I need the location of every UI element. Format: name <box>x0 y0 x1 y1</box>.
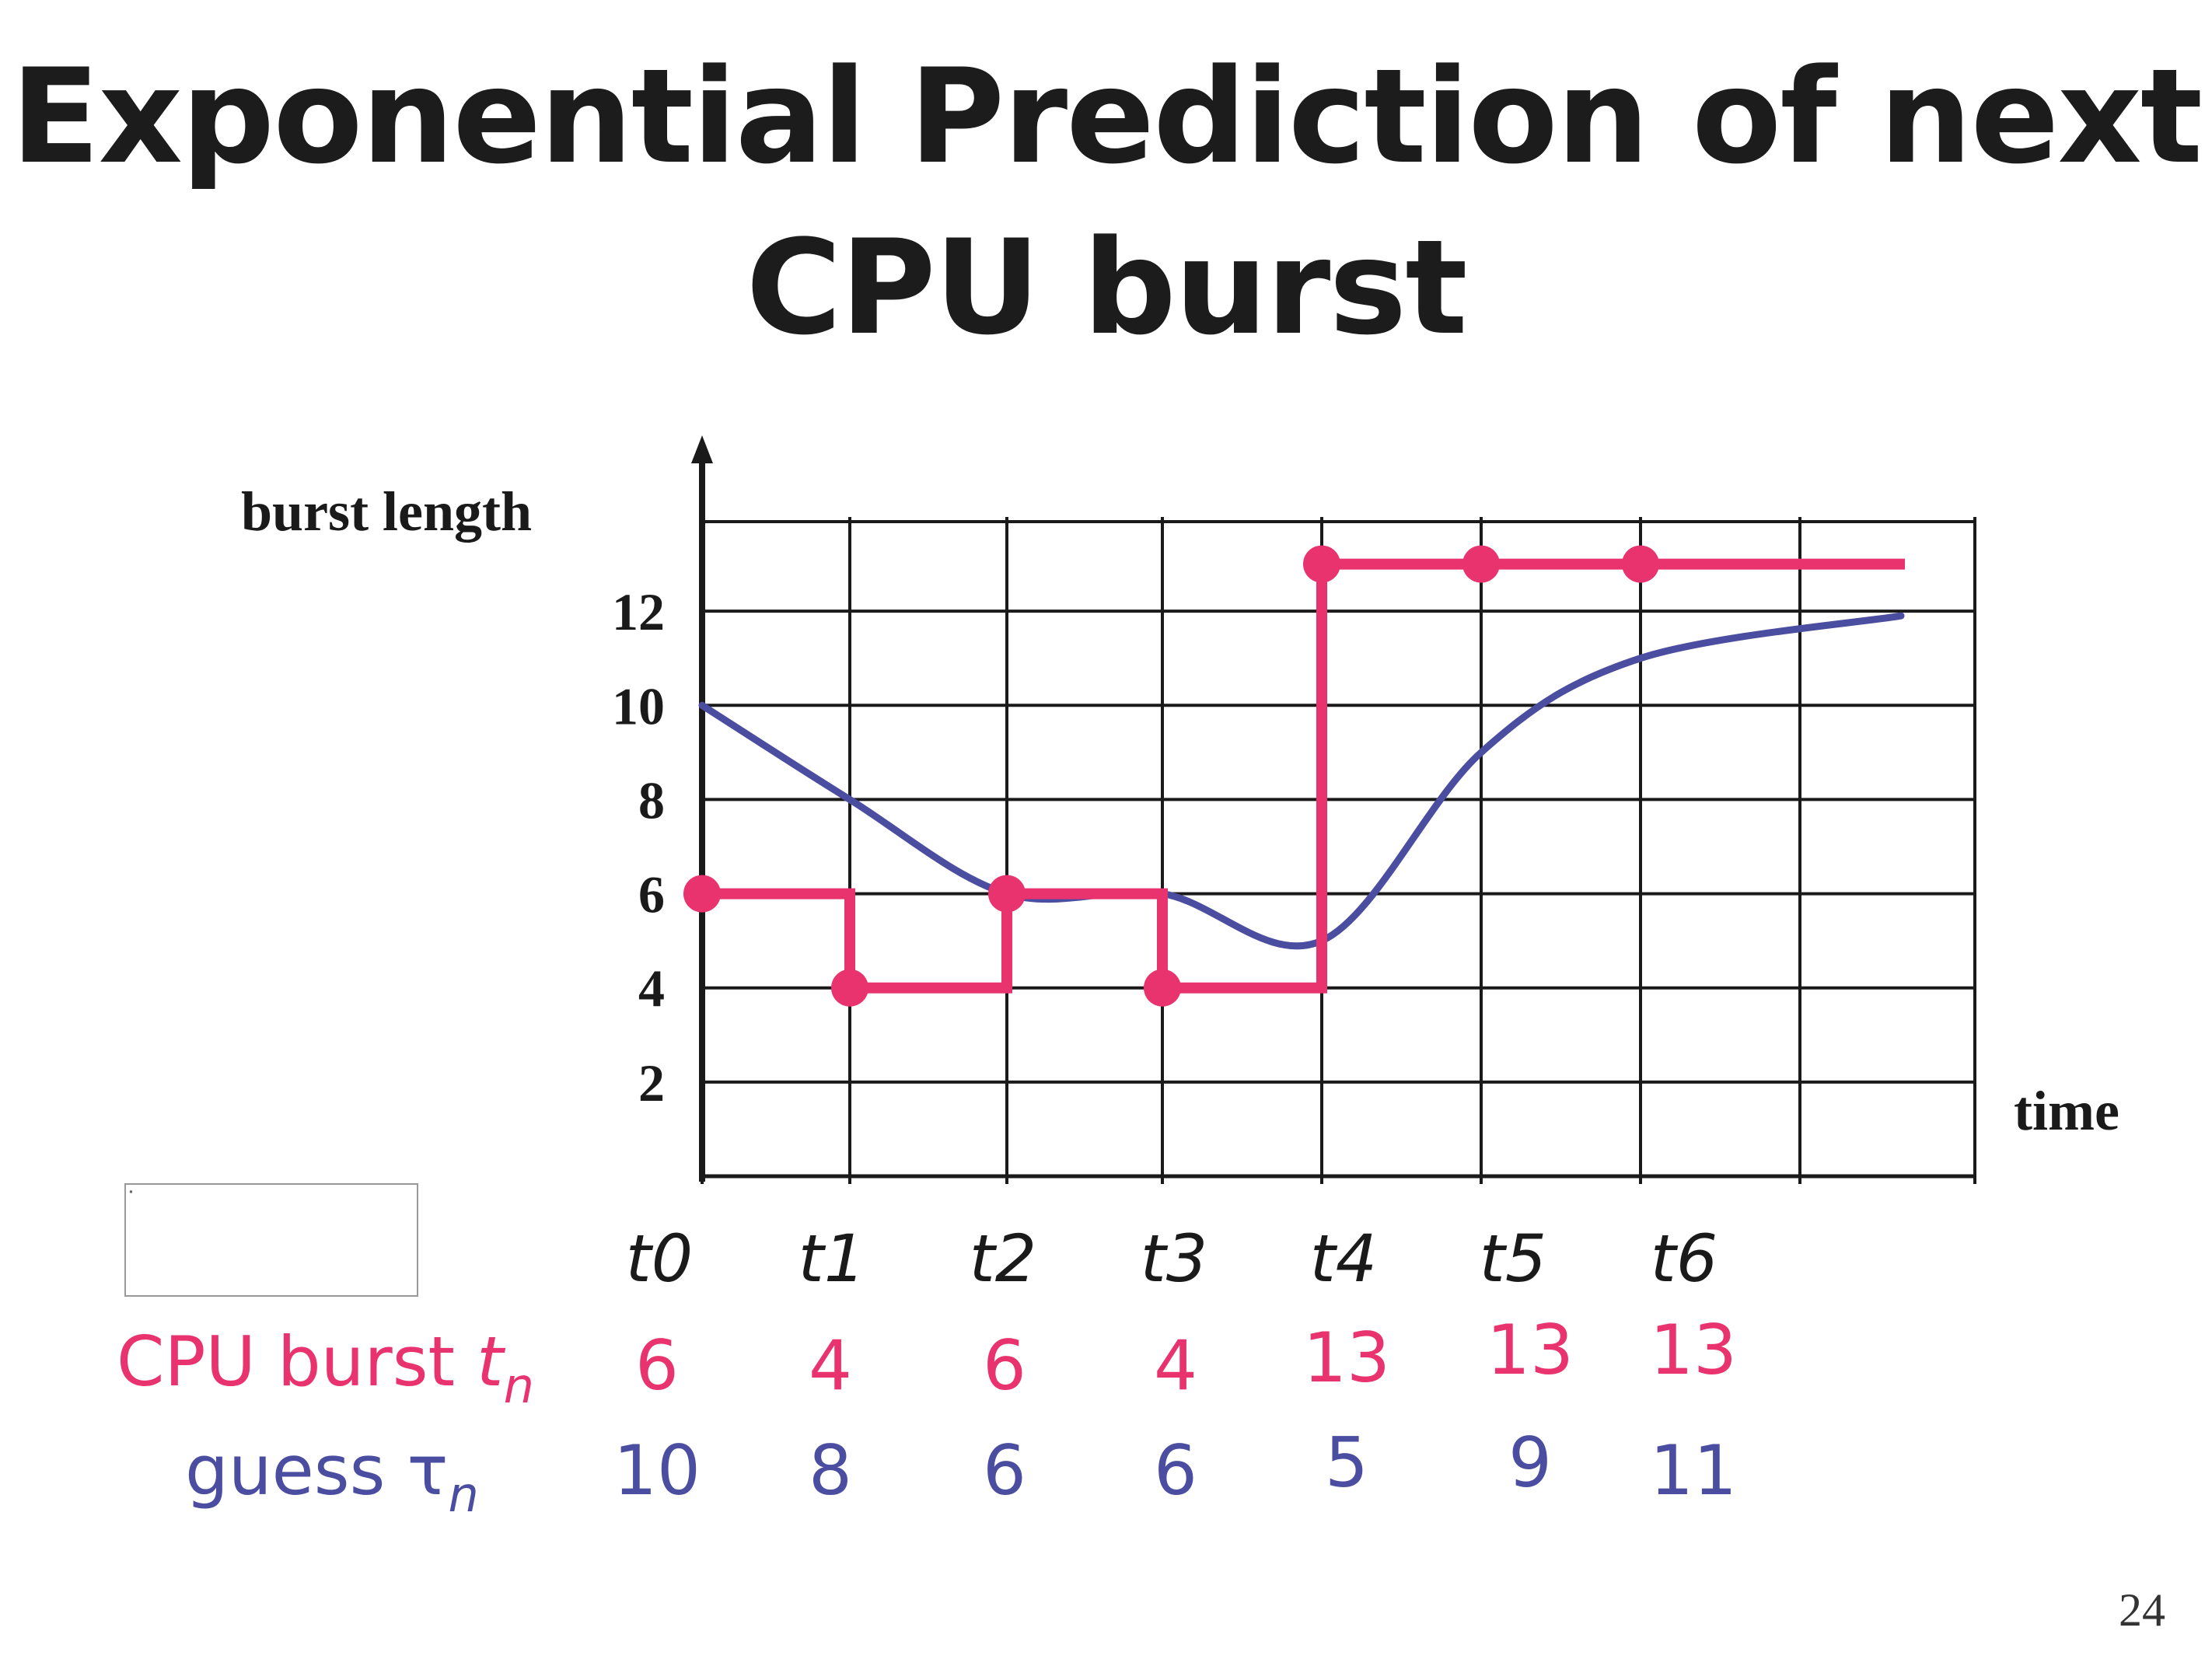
y-axis-label: burst length <box>241 480 532 543</box>
series-cpu-burst-line <box>702 558 1905 994</box>
y-tick-label: 8 <box>638 770 665 830</box>
cpu-burst-value: 4 <box>809 1325 852 1406</box>
x-tick-label: t6 <box>1651 1221 1718 1297</box>
y-tick-label: 12 <box>612 582 665 641</box>
slide-title-line1: Exponential Prediction of next <box>10 40 2203 193</box>
cpu-burst-value: 13 <box>1487 1310 1574 1390</box>
series-guess-line <box>698 612 1905 950</box>
y-axis <box>691 435 713 1182</box>
cpu-burst-point <box>1462 545 1500 583</box>
cpu-burst-point <box>988 875 1026 913</box>
cpu-burst-value: 4 <box>1154 1325 1197 1406</box>
y-tick-label: 2 <box>638 1053 665 1112</box>
x-tick-label: t5 <box>1480 1221 1546 1297</box>
cpu-burst-row-label: CPU burst tn <box>117 1322 534 1414</box>
x-tick-label: t0 <box>626 1221 693 1297</box>
x-tick-label: t2 <box>970 1221 1036 1297</box>
cpu-burst-point <box>1144 969 1181 1007</box>
cpu-burst-value: 13 <box>1650 1310 1737 1390</box>
cpu-burst-point <box>1622 545 1659 583</box>
slide-title: Exponential Prediction of next CPU burst <box>0 31 2212 373</box>
page-number: 24 <box>2119 1584 2165 1636</box>
x-axis-label: time <box>2014 1080 2119 1142</box>
cpu-burst-value: 6 <box>635 1325 679 1406</box>
guess-row-label: guess τn <box>185 1430 479 1523</box>
cpu-burst-value: 6 <box>983 1325 1026 1406</box>
guess-value: 11 <box>1650 1430 1737 1511</box>
y-tick-labels: 2 4 6 8 10 12 <box>612 582 665 1112</box>
y-tick-label: 4 <box>638 959 665 1018</box>
cpu-burst-point <box>831 969 868 1007</box>
y-axis-arrow-icon <box>691 435 713 463</box>
guess-value: 6 <box>1154 1430 1197 1511</box>
guess-value: 5 <box>1325 1423 1368 1503</box>
y-tick-label: 10 <box>612 676 665 735</box>
guess-value: 9 <box>1508 1423 1552 1503</box>
guess-value: 10 <box>613 1430 701 1511</box>
x-tick-label: t3 <box>1141 1221 1207 1297</box>
x-tick-labels: t0 t1 t2 t3 t4 t5 t6 <box>626 1221 1718 1297</box>
x-tick-label: t1 <box>798 1221 865 1297</box>
guess-value: 8 <box>809 1430 852 1511</box>
guess-value: 6 <box>983 1430 1026 1511</box>
x-tick-label: t4 <box>1310 1221 1377 1297</box>
cpu-burst-point <box>1303 545 1340 583</box>
cpu-burst-point <box>683 875 721 913</box>
grid <box>701 517 1976 1184</box>
cpu-burst-value: 13 <box>1303 1318 1390 1398</box>
slide-title-line2: CPU burst <box>746 211 1467 364</box>
series-cpu-burst-markers <box>683 545 1659 1007</box>
y-tick-label: 6 <box>638 865 665 924</box>
legend-thumbnail: ▪ <box>124 1183 418 1297</box>
